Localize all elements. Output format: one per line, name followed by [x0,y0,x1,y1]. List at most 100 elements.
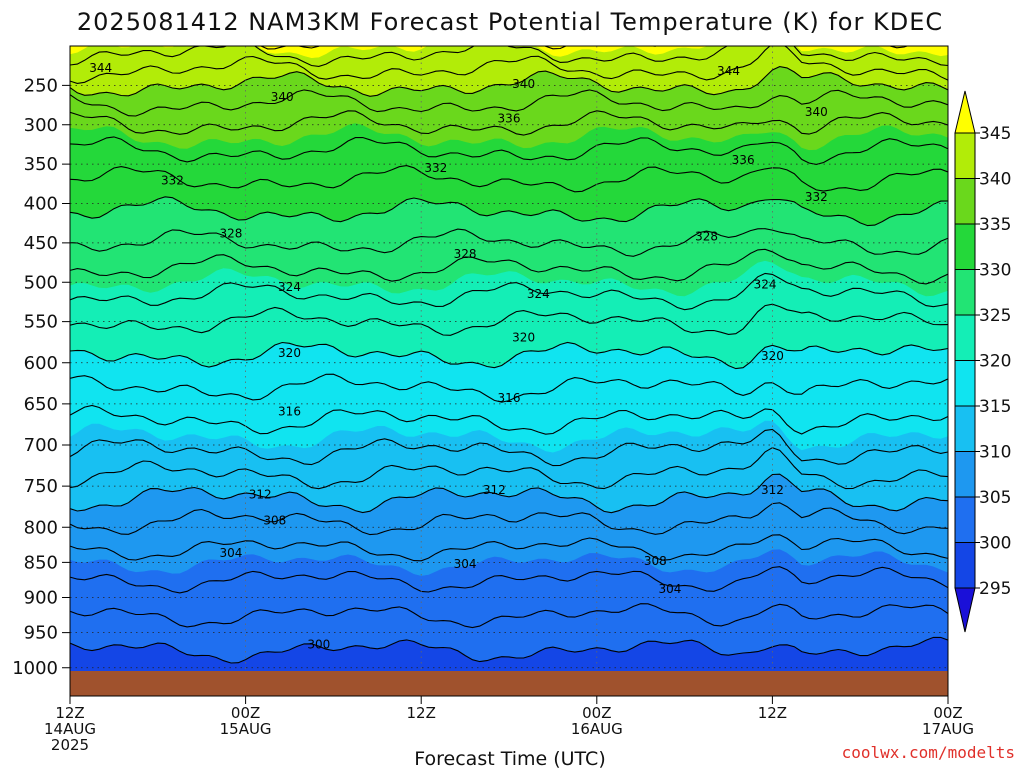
contour-label: 324 [754,278,777,292]
colorbar: 295 300 305 310 315 320 325 330 335 340 345 [954,90,1011,633]
theta-contour-324 [70,272,948,311]
colorbar-swatch-305-310 [954,451,976,498]
theta-contour-336 [70,110,948,136]
x-tick-label: 14AUG [44,720,96,738]
theta-contour-328 [70,228,948,257]
contour-label: 332 [161,174,184,188]
colorbar-swatch-340-345 [954,132,976,179]
theta-band-300-305 [70,548,948,664]
contour-label: 320 [278,346,301,360]
contour-label: 328 [454,247,477,261]
x-tick-label: 17AUG [922,720,974,738]
colorbar-label: 315 [979,397,1011,417]
y-tick-label: 500 [24,272,58,293]
y-tick-label: 600 [24,353,58,374]
colorbar-label: 335 [979,215,1011,235]
contour-label: 320 [512,330,535,344]
ground-below-surface [70,671,948,696]
theta-contour-306 [70,534,948,562]
y-tick-label: 850 [24,552,58,573]
x-tick-label: 00Z [933,704,962,722]
y-tick-label: 950 [24,623,58,644]
colorbar-label: 345 [979,124,1011,144]
theta-contour-340 [70,66,948,97]
colorbar-label: 320 [979,352,1011,372]
contour-label: 312 [761,483,784,497]
contour-label: 316 [498,391,521,405]
x-tick-label: 12Z [758,704,787,722]
y-tick-label: 400 [24,194,58,215]
colorbar-swatch-325-330 [954,269,976,316]
colorbar-swatch-295-300 [954,542,976,589]
colorbar-swatch-310-315 [954,405,976,452]
contour-label: 304 [454,557,477,571]
contour-label: 312 [249,487,272,501]
theta-contour-300 [70,636,948,664]
contour-label: 332 [424,161,447,175]
contour-label: 316 [278,404,301,418]
theta-contour-308 [70,502,948,536]
y-tick-label: 750 [24,476,58,497]
contour-label: 340 [512,77,535,91]
theta-contour-310 [70,473,948,514]
theta-contour-302 [70,603,948,629]
credit-text: coolwx.com/modelts [842,743,1015,762]
colorbar-label: 310 [979,443,1011,463]
contour-label: 308 [263,514,286,528]
contour-label: 336 [498,111,521,125]
theta-contour-330 [70,196,948,227]
y-tick-label: 700 [24,435,58,456]
theta-contour-316 [70,404,948,435]
contour-label: 300 [307,638,330,652]
colorbar-label: 330 [979,261,1011,281]
colorbar-swatch-315-320 [954,360,976,407]
contour-label: 304 [220,546,243,560]
colorbar-label: 325 [979,306,1011,326]
colorbar-label: 340 [979,170,1011,190]
contour-label: 328 [220,226,243,240]
theta-contour-318 [70,373,948,403]
theta-contour-326 [70,248,948,285]
theta-contour-314 [70,428,948,467]
theta-contour-334 [70,136,948,165]
contour-label: 320 [761,349,784,363]
colorbar-swatch-330-335 [954,223,976,270]
x-axis-label: Forecast Time (UTC) [414,748,605,768]
theta-contour-320 [70,341,948,370]
y-tick-label: 650 [24,394,58,415]
contour-label: 336 [732,153,755,167]
theta-contour-312 [70,447,948,490]
x-tick-label: 00Z [582,704,611,722]
x-tick-label: 00Z [231,704,260,722]
plot-frame [69,45,949,697]
contour-label: 344 [717,64,740,78]
y-tick-label: 250 [24,75,58,96]
colorbar-label: 300 [979,534,1011,554]
contour-label: 332 [805,190,828,204]
theta-band-345-370 [70,46,948,59]
colorbar-label: 305 [979,488,1011,508]
y-tick-label: 350 [24,154,58,175]
theta-contour-lines [70,46,948,696]
colorbar-label: 295 [979,579,1011,599]
y-tick-label: 550 [24,312,58,333]
contour-label: 324 [278,280,301,294]
y-tick-label: 450 [24,233,58,254]
y-tick-label: 800 [24,517,58,538]
theta-contour-332 [70,165,948,193]
y-tick-label: 900 [24,588,58,609]
theta-contour-322 [70,303,948,336]
contour-label: 344 [89,61,112,75]
theta-contour-304 [70,566,948,594]
pressure-axis: 250 300 350 400 450 500 550 600 650 700 750 800 850 9… [12,75,70,679]
contour-label: 312 [483,483,506,497]
colorbar-swatch-335-340 [954,178,976,225]
y-tick-label: 300 [24,115,58,136]
x-tick-label: 12Z [55,704,84,722]
contour-label: 308 [644,554,667,568]
chart-title: 2025081412 NAM3KM Forecast Potential Tem… [77,8,943,36]
contour-labels: 344 344 340 340 340 336 336 332 332 332 328 328 328 3… [89,61,828,652]
colorbar-over-arrow [954,90,976,134]
